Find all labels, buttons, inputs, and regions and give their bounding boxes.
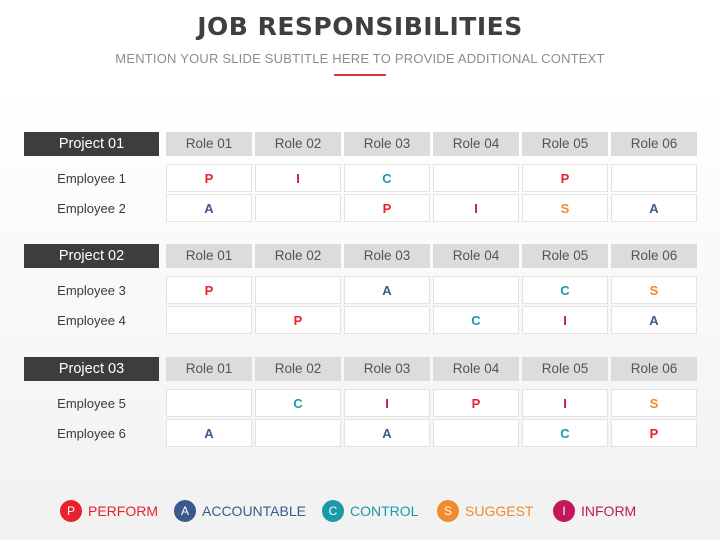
matrix-cell: [344, 306, 430, 334]
matrix-cell: C: [255, 389, 341, 417]
matrix-cell: C: [344, 164, 430, 192]
matrix-cell: P: [166, 276, 252, 304]
legend-badge: A: [174, 500, 196, 522]
slide-title: JOB RESPONSIBILITIES: [197, 12, 523, 41]
matrix-cell: [611, 164, 697, 192]
employee-label: Employee 1: [57, 171, 126, 186]
matrix-cell: I: [255, 164, 341, 192]
matrix-cell: A: [166, 194, 252, 222]
matrix-cell: [433, 419, 519, 447]
matrix-cell: C: [522, 419, 608, 447]
role-header: Role 06: [611, 244, 697, 268]
project-label: Project 03: [24, 357, 159, 381]
matrix-cell: S: [611, 389, 697, 417]
matrix-cell: P: [344, 194, 430, 222]
role-header: Role 05: [522, 244, 608, 268]
title-divider: [334, 74, 386, 76]
legend-label: CONTROL: [350, 503, 419, 519]
matrix-cell: [255, 276, 341, 304]
employee-label: Employee 2: [57, 201, 126, 216]
legend-badge: P: [60, 500, 82, 522]
project-block: Project 01 Role 01 Role 02 Role 03 Role 04 Ro…: [24, 132, 698, 227]
legend: P PERFORM A ACCOUNTABLE C CONTROL S SUGGEST I INF…: [0, 499, 720, 523]
project-block: Project 03 Role 01 Role 02 Role 03 Role 04 Ro…: [24, 357, 698, 452]
employee-label: Employee 3: [57, 283, 126, 298]
matrix-cell: [166, 389, 252, 417]
role-header: Role 04: [433, 244, 519, 268]
matrix-cell: P: [166, 164, 252, 192]
employee-label: Employee 4: [57, 313, 126, 328]
legend-label: ACCOUNTABLE: [202, 503, 306, 519]
matrix-cell: [433, 164, 519, 192]
role-header: Role 01: [166, 357, 252, 381]
role-header: Role 03: [344, 244, 430, 268]
role-header: Role 03: [344, 357, 430, 381]
matrix-cell: S: [611, 276, 697, 304]
matrix-cell: P: [433, 389, 519, 417]
legend-badge: I: [553, 500, 575, 522]
project-label: Project 01: [24, 132, 159, 156]
legend-label: SUGGEST: [465, 503, 534, 519]
matrix-cell: P: [522, 164, 608, 192]
role-header: Role 05: [522, 132, 608, 156]
matrix-cell: A: [166, 419, 252, 447]
matrix-cell: [166, 306, 252, 334]
project-label: Project 02: [24, 244, 159, 268]
project-block: Project 02 Role 01 Role 02 Role 03 Role 04 Ro…: [24, 244, 698, 339]
role-header: Role 03: [344, 132, 430, 156]
legend-badge: S: [437, 500, 459, 522]
role-header: Role 01: [166, 132, 252, 156]
matrix-cell: C: [522, 276, 608, 304]
matrix-cell: A: [344, 419, 430, 447]
matrix-cell: P: [611, 419, 697, 447]
matrix-cell: A: [611, 306, 697, 334]
matrix-cell: P: [255, 306, 341, 334]
role-header: Role 04: [433, 132, 519, 156]
matrix-cell: I: [522, 306, 608, 334]
role-header: Role 05: [522, 357, 608, 381]
matrix-cell: [255, 419, 341, 447]
matrix-cell: [433, 276, 519, 304]
role-header: Role 06: [611, 357, 697, 381]
matrix-cell: [255, 194, 341, 222]
employee-label: Employee 5: [57, 396, 126, 411]
legend-label: PERFORM: [88, 503, 158, 519]
role-header: Role 06: [611, 132, 697, 156]
slide-subtitle: MENTION YOUR SLIDE SUBTITLE HERE TO PROV…: [115, 51, 605, 66]
role-header: Role 02: [255, 244, 341, 268]
role-header: Role 01: [166, 244, 252, 268]
matrix-cell: I: [344, 389, 430, 417]
matrix-cell: I: [522, 389, 608, 417]
role-header: Role 02: [255, 357, 341, 381]
legend-label: INFORM: [581, 503, 637, 519]
role-header: Role 04: [433, 357, 519, 381]
employee-label: Employee 6: [57, 426, 126, 441]
matrix-cell: A: [344, 276, 430, 304]
matrix-cell: A: [611, 194, 697, 222]
matrix-cell: S: [522, 194, 608, 222]
matrix-cell: I: [433, 194, 519, 222]
legend-badge: C: [322, 500, 344, 522]
role-header: Role 02: [255, 132, 341, 156]
matrix-cell: C: [433, 306, 519, 334]
